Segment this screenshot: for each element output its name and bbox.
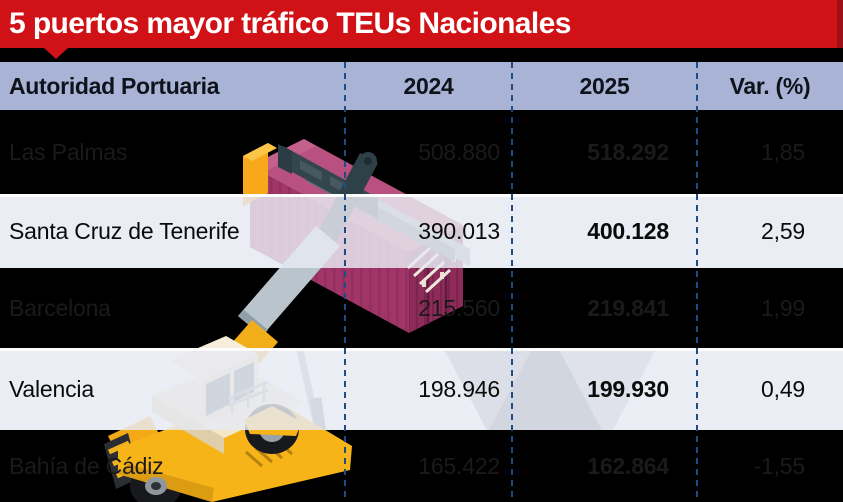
banner-edge-strip: [837, 0, 843, 48]
port-name: Santa Cruz de Tenerife: [9, 217, 240, 244]
table-row: Bahía de Cádiz 165.422 162.864 -1,55: [0, 430, 843, 502]
page-title: 5 puertos mayor tráfico TEUs Nacionales: [9, 7, 571, 40]
value-var: -1,55: [753, 452, 806, 479]
value-var: 2,59: [761, 217, 805, 244]
value-var: 1,99: [761, 294, 805, 321]
value-2025: 400.128: [587, 217, 669, 244]
column-separator-2: [511, 62, 513, 502]
table-row: Las Palmas 508.880 518.292 1,85: [0, 110, 843, 194]
table-row: Barcelona 215.560 219.841 1,99: [0, 268, 843, 348]
table-header-row: Autoridad Portuaria 2024 2025 Var. (%): [0, 62, 843, 110]
value-2025: 199.930: [587, 375, 669, 402]
table-row: Valencia 198.946 199.930 0,49: [0, 348, 843, 430]
value-2024: 165.422: [418, 452, 500, 479]
value-var: 1,85: [761, 138, 805, 165]
value-2024: 215.560: [418, 294, 500, 321]
header-var-pct: Var. (%): [729, 72, 811, 99]
value-var: 0,49: [761, 375, 805, 402]
port-name: Valencia: [9, 375, 94, 402]
port-name: Bahía de Cádiz: [9, 452, 164, 479]
value-2025: 518.292: [587, 138, 669, 165]
port-name: Barcelona: [9, 294, 111, 321]
port-name: Las Palmas: [9, 138, 128, 165]
column-separator-3: [696, 62, 698, 502]
header-autoridad-portuaria: Autoridad Portuaria: [9, 72, 220, 99]
header-2024: 2024: [403, 72, 454, 99]
banner-pointer-triangle: [44, 48, 68, 59]
value-2024: 390.013: [418, 217, 500, 244]
value-2025: 162.864: [587, 452, 669, 479]
value-2025: 219.841: [587, 294, 669, 321]
table-row: Santa Cruz de Tenerife 390.013 400.128 2…: [0, 194, 843, 268]
header-2025: 2025: [579, 72, 630, 99]
title-banner: 5 puertos mayor tráfico TEUs Nacionales: [0, 0, 843, 48]
value-2024: 508.880: [418, 138, 500, 165]
banner-gap-band: [0, 48, 843, 62]
value-2024: 198.946: [418, 375, 500, 402]
